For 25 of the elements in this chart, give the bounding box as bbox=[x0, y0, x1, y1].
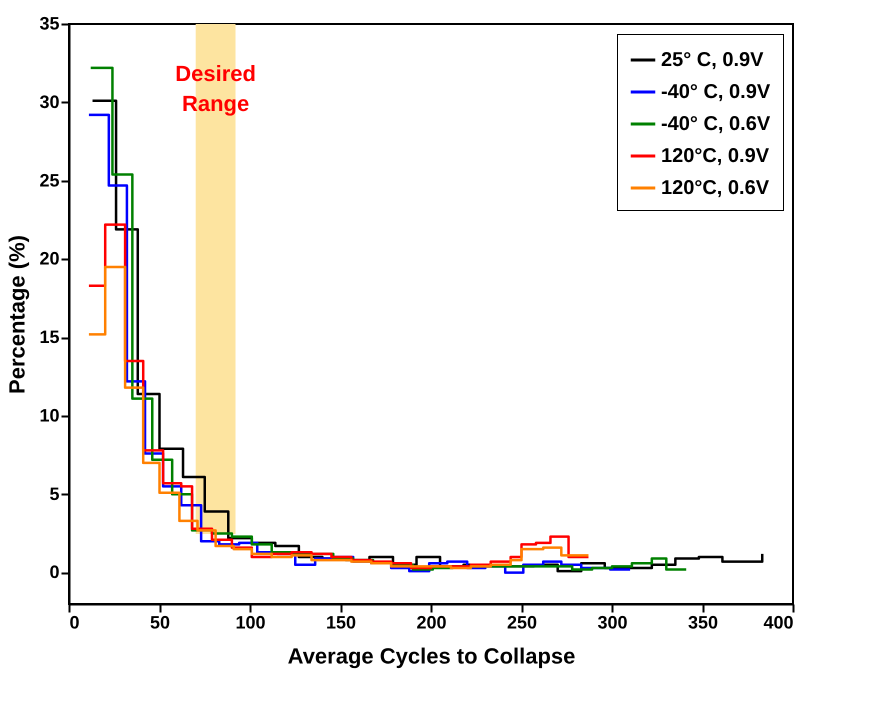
legend-label: 120°C, 0.6V bbox=[661, 177, 770, 199]
y-tick-label: 35 bbox=[39, 14, 60, 34]
y-tick-label: 15 bbox=[39, 327, 60, 348]
x-tick-label: 350 bbox=[688, 612, 718, 632]
legend-label: -40° C, 0.9V bbox=[661, 81, 771, 103]
y-tick-label: 20 bbox=[39, 248, 60, 269]
y-tick-label: 0 bbox=[49, 562, 60, 582]
x-tick-label: 150 bbox=[326, 612, 356, 632]
y-tick-label: 30 bbox=[39, 92, 60, 112]
y-tick-label: 10 bbox=[39, 405, 60, 426]
y-tick-label: 25 bbox=[39, 170, 60, 190]
x-tick-label: 200 bbox=[416, 612, 447, 632]
x-axis-title: Average Cycles to Collapse bbox=[288, 644, 576, 668]
y-tick-label: 5 bbox=[49, 484, 60, 504]
y-axis-title: Percentage (%) bbox=[4, 235, 30, 394]
band-label: Desired Range bbox=[175, 61, 256, 116]
legend-label: 25° C, 0.9V bbox=[661, 49, 764, 71]
legend-label: 120°C, 0.9V bbox=[661, 145, 770, 167]
x-tick-label: 400 bbox=[763, 612, 794, 632]
legend-label: -40° C, 0.6V bbox=[661, 113, 771, 135]
x-tick-label: 250 bbox=[506, 612, 538, 632]
x-tick-label: 50 bbox=[150, 612, 170, 632]
x-tick-label: 100 bbox=[235, 612, 266, 632]
x-tick-label: 300 bbox=[597, 612, 628, 632]
x-tick-label: 0 bbox=[70, 612, 80, 632]
